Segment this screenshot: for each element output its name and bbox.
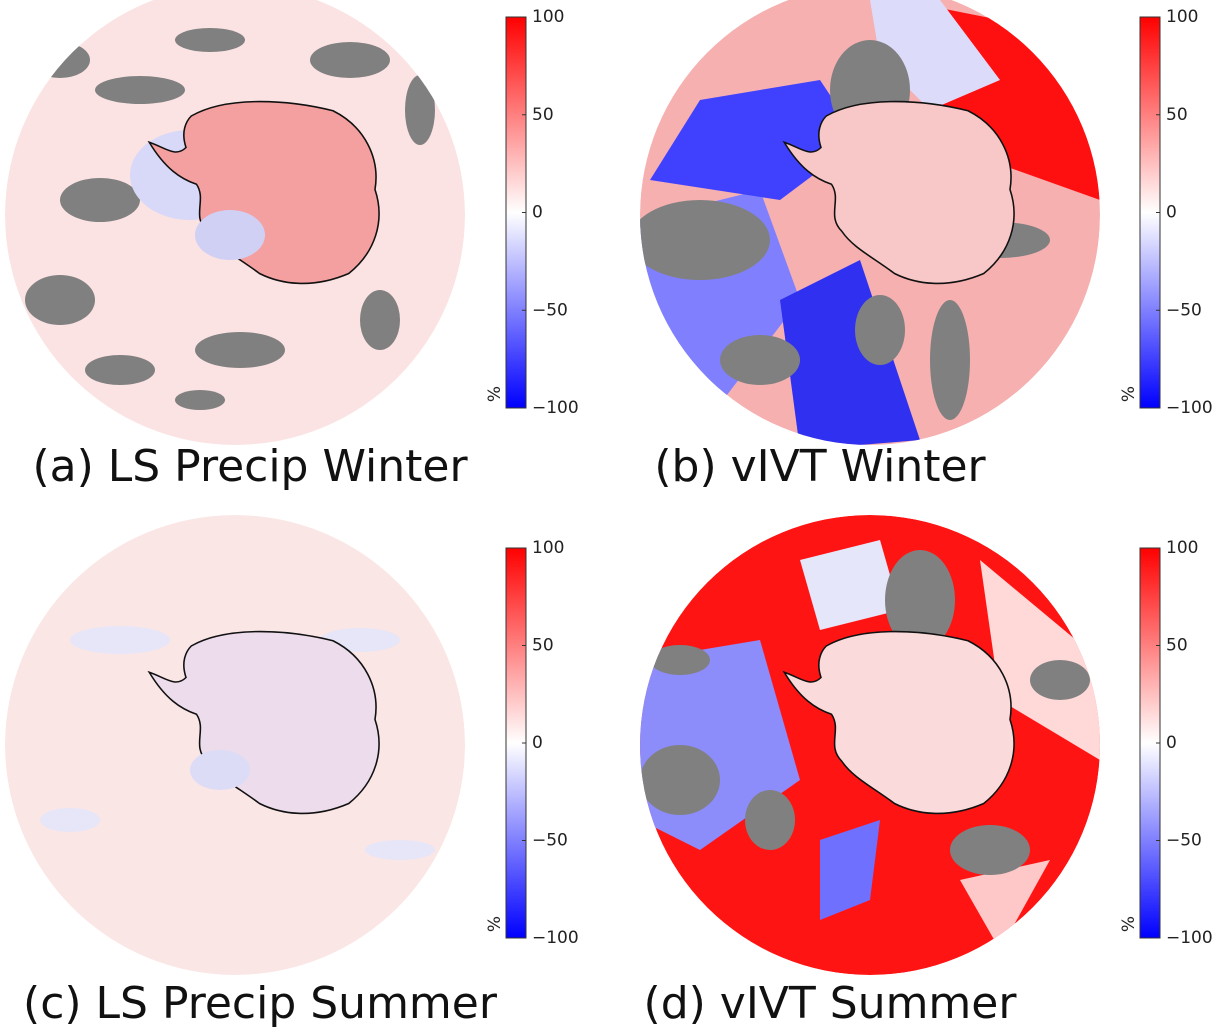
colorbar-tick-label: 100 — [1166, 7, 1198, 27]
colorbar-label: % — [485, 916, 505, 932]
colorbar-tick-label: 50 — [1166, 636, 1188, 656]
colorbar-tick-label: 50 — [1166, 105, 1188, 125]
colorbar-tick-label: −100 — [532, 398, 579, 418]
colorbar-tick-label: −100 — [532, 928, 579, 948]
panel-title: (a) LS Precip Winter — [32, 441, 468, 492]
colorbar-tick-label: 50 — [532, 636, 554, 656]
panel-title: (c) LS Precip Summer — [23, 978, 498, 1029]
panel-title: (d) vIVT Summer — [644, 978, 1018, 1029]
colorbar-tick-label: 100 — [532, 538, 564, 558]
colorbar-tick-label: 0 — [1166, 203, 1177, 223]
colorbar-tick-label: −50 — [1166, 300, 1202, 320]
colorbar-label: % — [1119, 916, 1139, 932]
map — [640, 515, 1100, 975]
colorbar-label: % — [485, 386, 505, 402]
colorbar-tick-label: −100 — [1166, 398, 1213, 418]
colorbar-tick-label: −100 — [1166, 928, 1213, 948]
map — [5, 0, 465, 445]
colorbar-tick-label: −50 — [1166, 831, 1202, 851]
colorbar-tick-label: 0 — [1166, 733, 1177, 753]
colorbar-tick-label: 100 — [1166, 538, 1198, 558]
map — [640, 0, 1100, 445]
colorbar-tick-label: 100 — [532, 7, 564, 27]
colorbar-tick-label: −50 — [532, 831, 568, 851]
panel-title: (b) vIVT Winter — [654, 441, 986, 492]
colorbar-tick-label: 50 — [532, 105, 554, 125]
colorbar-label: % — [1119, 386, 1139, 402]
colorbar-tick-label: 0 — [532, 203, 543, 223]
colorbar-tick-label: 0 — [532, 733, 543, 753]
map — [5, 515, 465, 975]
colorbar-tick-label: −50 — [532, 300, 568, 320]
